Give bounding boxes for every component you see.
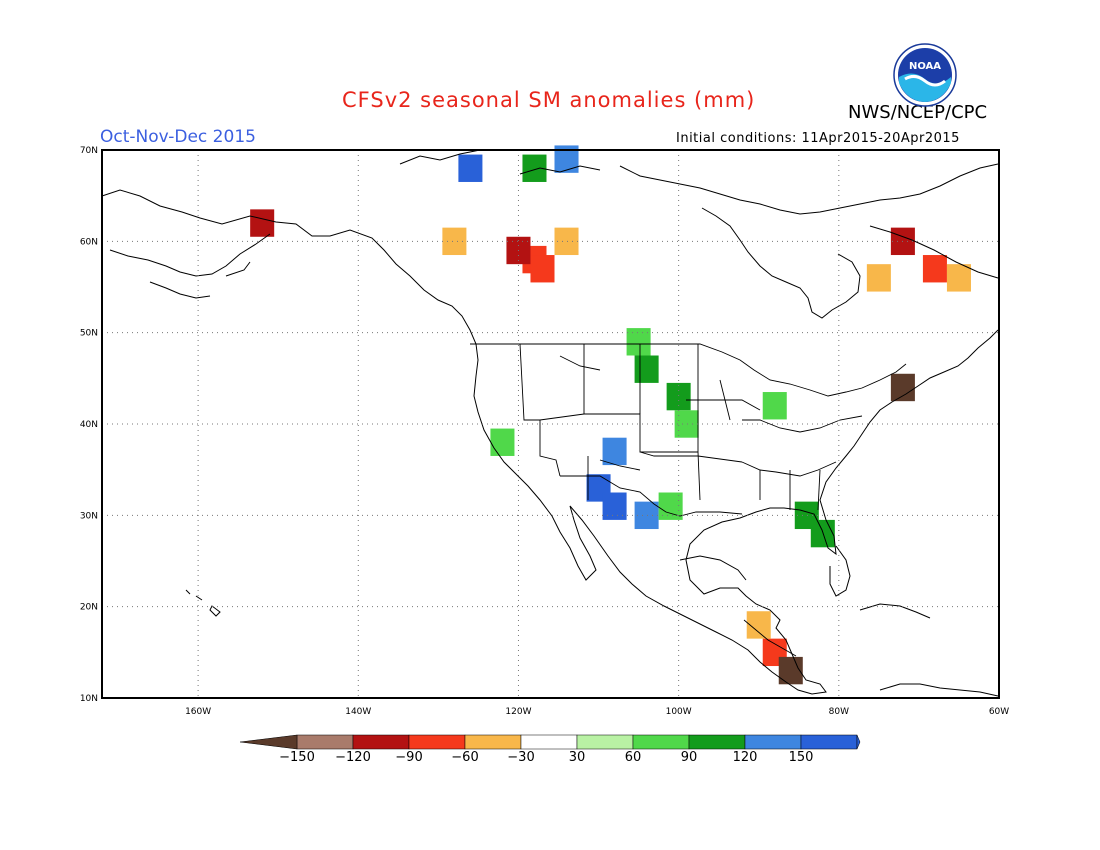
anomaly-cell: [922, 255, 947, 283]
lat-tick-label: 40N: [80, 420, 98, 430]
lat-tick-label: 10N: [80, 694, 98, 704]
agency-label: NWS/NCEP/CPC: [848, 102, 988, 123]
logo-text: NOAA: [909, 61, 941, 72]
colorbar-tick-label: −120: [335, 750, 371, 765]
anomaly-cell: [762, 392, 787, 420]
colorbar-swatch: [520, 734, 578, 750]
lat-tick-label: 60N: [80, 237, 98, 247]
anomaly-cell: [634, 501, 659, 530]
lat-tick-label: 70N: [80, 146, 98, 156]
colorbar-tick-label: 120: [732, 750, 758, 765]
colorbar-tick-label: 90: [680, 750, 698, 765]
lat-tick-label: 30N: [80, 511, 98, 521]
anomaly-cell: [490, 428, 515, 456]
anomaly-cell: [746, 611, 771, 639]
coastlines: [101, 149, 999, 697]
anomaly-cell: [634, 355, 659, 383]
anomaly-cell: [602, 437, 627, 466]
colorbar-swatch: [576, 734, 634, 750]
axis-ticks: 10N 20N 30N 40N 50N 60N 70N 160W 140W 120W 100W 80W…: [80, 146, 1009, 717]
lon-tick-label: 160W: [185, 707, 211, 717]
colorbar-swatch: [408, 734, 466, 750]
anomaly-cell: [866, 264, 891, 292]
colorbar-tick-label: 60: [624, 750, 642, 765]
colorbar-tick-label: −90: [395, 750, 423, 765]
anomaly-cell: [946, 264, 971, 292]
colorbar-swatch: [632, 734, 690, 750]
lon-tick-label: 120W: [505, 707, 531, 717]
colorbar-tick-label: −60: [451, 750, 479, 765]
anomaly-cell: [674, 410, 699, 438]
lon-tick-label: 60W: [989, 707, 1009, 717]
anomaly-cell: [554, 227, 579, 256]
colorbar-tick-label: −150: [279, 750, 315, 765]
lat-tick-label: 20N: [80, 603, 98, 613]
anomaly-cell: [626, 328, 651, 356]
lon-tick-label: 80W: [829, 707, 849, 717]
colorbar-swatch: [800, 734, 858, 750]
colorbar-swatch: [352, 734, 410, 750]
forecast-period: Oct-Nov-Dec 2015: [100, 127, 256, 147]
lat-tick-label: 50N: [80, 329, 98, 339]
colorbar-tick-label: 150: [788, 750, 814, 765]
initial-conditions: Initial conditions: 11Apr2015-20Apr2015: [676, 131, 960, 146]
colorbar-high-arrow: [856, 734, 861, 750]
colorbar-tick-label: −30: [507, 750, 535, 765]
colorbar-low-arrow: [239, 734, 298, 750]
lon-tick-label: 100W: [666, 707, 692, 717]
colorbar-swatch: [688, 734, 746, 750]
anomaly-cell: [458, 154, 483, 182]
lon-tick-label: 140W: [345, 707, 371, 717]
colorbar-tick-label: 30: [568, 750, 586, 765]
noaa-logo: NOAA: [893, 43, 957, 107]
colorbar-swatch: [464, 734, 522, 750]
map-frame: [101, 149, 1000, 699]
colorbar-swatch: [296, 734, 354, 750]
colorbar-swatch: [744, 734, 802, 750]
political-borders: [470, 343, 907, 657]
anomaly-cell: [250, 209, 275, 237]
anomaly-cell: [890, 373, 915, 402]
map-title: CFSv2 seasonal SM anomalies (mm): [342, 88, 756, 112]
anomaly-cell: [530, 255, 555, 283]
